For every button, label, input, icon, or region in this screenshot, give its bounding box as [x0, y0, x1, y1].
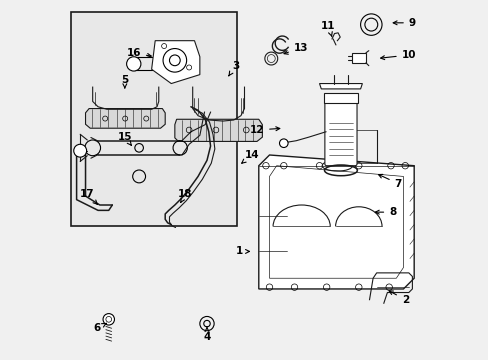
FancyBboxPatch shape [324, 102, 356, 166]
Text: 7: 7 [378, 174, 401, 189]
Text: 15: 15 [117, 132, 132, 145]
Polygon shape [151, 41, 200, 84]
Bar [323, 93, 357, 103]
Text: 4: 4 [203, 327, 210, 342]
Text: 10: 10 [380, 50, 415, 60]
Text: 8: 8 [375, 207, 396, 217]
Text: 14: 14 [242, 150, 259, 163]
Bar [71, 12, 237, 226]
Circle shape [279, 139, 287, 148]
Polygon shape [175, 119, 262, 141]
Text: 18: 18 [178, 189, 192, 202]
Circle shape [126, 57, 141, 71]
Bar [351, 53, 365, 63]
Text: 16: 16 [126, 48, 151, 58]
Polygon shape [258, 155, 413, 289]
Text: 17: 17 [80, 189, 97, 204]
Text: 1: 1 [235, 247, 249, 256]
Polygon shape [319, 84, 362, 89]
Circle shape [74, 144, 86, 157]
Text: 13: 13 [284, 43, 307, 54]
Polygon shape [85, 109, 165, 128]
Text: 9: 9 [392, 18, 415, 28]
Text: 2: 2 [388, 291, 408, 305]
Text: 3: 3 [228, 61, 239, 76]
Circle shape [103, 314, 114, 325]
Text: 6: 6 [94, 323, 106, 333]
Text: 5: 5 [121, 75, 128, 88]
Text: 12: 12 [249, 125, 279, 135]
Text: 11: 11 [321, 21, 335, 37]
